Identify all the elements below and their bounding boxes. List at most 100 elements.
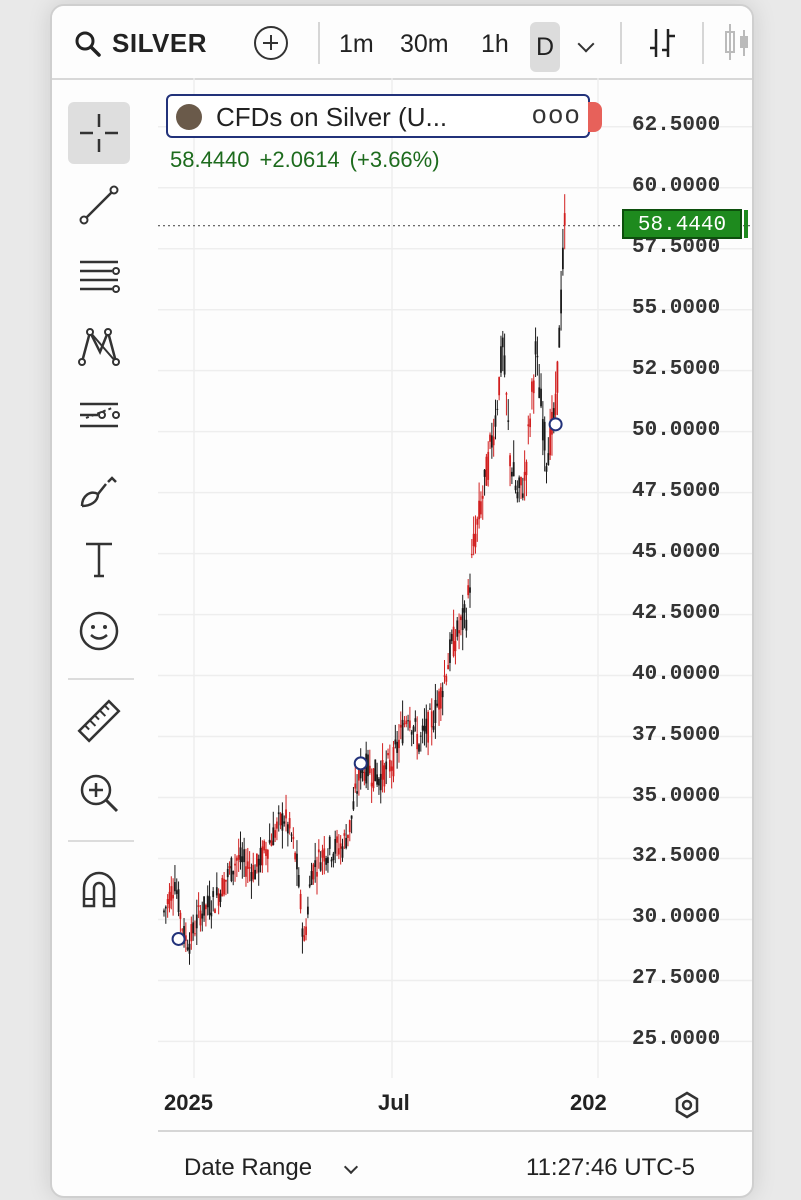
candle-body: [246, 861, 249, 869]
time-label-2026: 202: [570, 1090, 607, 1115]
time-label-jul: Jul: [378, 1090, 410, 1115]
candle-body: [432, 726, 435, 730]
candle-body: [459, 616, 462, 621]
search-icon[interactable]: [74, 30, 102, 58]
candle-body: [192, 922, 195, 934]
symbol-search-button[interactable]: SILVER: [112, 28, 207, 58]
candle-body: [552, 408, 555, 420]
candle-body: [303, 935, 306, 941]
chevron-down-icon[interactable]: [343, 1159, 359, 1175]
candle-body: [277, 812, 280, 815]
candle-body: [523, 471, 526, 481]
candle-body: [407, 720, 409, 722]
emoji-tool[interactable]: [68, 600, 130, 662]
bar-chart-type-icon[interactable]: [646, 26, 680, 60]
candle-body: [232, 871, 235, 875]
settings-icon[interactable]: [672, 1090, 702, 1120]
candle-body: [186, 947, 189, 950]
candle-body: [414, 718, 417, 722]
date-range-button[interactable]: Date Range: [184, 1154, 313, 1181]
measure-tool[interactable]: [68, 690, 130, 752]
candle-body: [341, 846, 344, 858]
candle-body: [394, 739, 397, 745]
price-scale-label: 62.5000: [632, 113, 721, 137]
crosshair-icon: [80, 114, 118, 152]
more-options-icon[interactable]: ooo: [532, 99, 582, 129]
candles-chart-type-icon[interactable]: [722, 20, 752, 64]
candle-body: [520, 477, 522, 486]
event-marker: [353, 756, 368, 771]
interval-d-button[interactable]: D: [530, 22, 561, 72]
candle-body: [297, 874, 300, 887]
chevron-down-icon[interactable]: [577, 35, 595, 53]
candle-body: [219, 893, 222, 902]
price-scale-label: 27.5000: [632, 967, 721, 991]
tools-divider: [68, 678, 134, 680]
candle-body: [470, 553, 473, 556]
candle-body: [226, 868, 229, 878]
symbol-legend[interactable]: CFDs on Silver (U... ooo: [166, 94, 590, 138]
candle-body: [418, 744, 420, 752]
candle-body: [532, 380, 535, 394]
price-scale-label: 50.0000: [632, 418, 721, 442]
event-marker: [171, 931, 186, 946]
candle-body: [387, 752, 389, 756]
candle-body: [412, 726, 415, 733]
candle-body: [197, 905, 200, 908]
candle-body: [323, 848, 326, 862]
candle-body: [201, 913, 204, 919]
interval-1m-button[interactable]: 1m: [339, 30, 374, 58]
candle-body: [376, 774, 379, 785]
candle-body: [166, 899, 169, 905]
candle-body: [334, 839, 337, 854]
candle-body: [547, 453, 550, 466]
brush-tool[interactable]: [68, 458, 130, 520]
candle-body: [408, 720, 411, 728]
compare-add-icon[interactable]: [254, 26, 288, 60]
zoom-tool[interactable]: [68, 762, 130, 824]
price-scale-label: 60.0000: [632, 174, 721, 198]
candle-body: [563, 213, 566, 226]
candle-body: [447, 665, 450, 670]
candle-body: [347, 834, 349, 839]
candle-body: [534, 341, 537, 355]
candle-body: [383, 765, 386, 787]
fib-tool[interactable]: [68, 244, 130, 306]
candle-body: [212, 891, 215, 897]
candle-body: [343, 833, 346, 836]
magnet-tool[interactable]: [68, 858, 130, 920]
candle-body: [367, 754, 369, 777]
candle-body: [430, 711, 433, 728]
interval-30m-button[interactable]: 30m: [400, 30, 449, 58]
price-chart[interactable]: [158, 78, 752, 1078]
crosshair-tool[interactable]: [68, 102, 130, 164]
candle-body: [465, 619, 468, 631]
pattern-tool[interactable]: [68, 314, 130, 376]
forecast-tool[interactable]: [68, 384, 130, 446]
zoom-in-icon: [80, 774, 119, 813]
candle-body: [410, 731, 413, 735]
candle-body: [507, 420, 510, 422]
candle-body: [272, 827, 275, 846]
trend-line-tool[interactable]: [68, 174, 130, 236]
candle-body: [179, 912, 182, 919]
interval-1h-button[interactable]: 1h: [481, 30, 509, 58]
candle-body: [514, 485, 517, 491]
price-scale-label: 32.5000: [632, 845, 721, 869]
app-frame: SILVER 1m 30m 1h D: [50, 4, 754, 1198]
candle-body: [235, 857, 238, 861]
candle-body: [316, 871, 318, 877]
candle-body: [363, 771, 366, 781]
candle-body: [317, 849, 320, 853]
candle-body: [543, 421, 546, 451]
timezone-clock[interactable]: 11:27:46 UTC-5: [526, 1154, 695, 1181]
candle-body: [190, 924, 193, 942]
candle-body: [263, 840, 266, 851]
candle-body: [416, 734, 419, 750]
candle-body: [248, 866, 251, 869]
text-tool[interactable]: [68, 528, 130, 590]
candle-body: [184, 935, 187, 941]
candle-body: [365, 753, 368, 784]
candle-body: [266, 850, 269, 859]
candle-body: [469, 587, 471, 593]
